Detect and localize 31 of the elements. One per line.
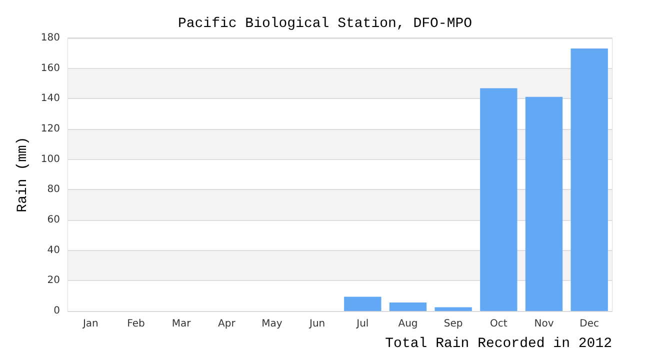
y-tick-label: 100 <box>40 154 60 165</box>
x-tick-label: Oct <box>490 318 508 330</box>
x-tick-label: Dec <box>580 318 600 330</box>
x-tick-label: Apr <box>218 318 236 330</box>
y-tick-label: 140 <box>40 93 60 104</box>
bar <box>570 48 608 311</box>
bar <box>525 96 563 311</box>
y-tick-label: 40 <box>47 244 60 256</box>
x-tick-label: Mar <box>172 318 192 330</box>
y-tick-label: 160 <box>40 62 60 74</box>
bar <box>480 88 518 311</box>
x-tick-label: Sep <box>444 318 463 330</box>
y-tick-label: 80 <box>47 184 60 196</box>
x-tick-label: Feb <box>127 318 145 330</box>
y-tick-label: 180 <box>40 32 60 44</box>
chart-title: Pacific Biological Station, DFO-MPO <box>178 16 472 32</box>
x-axis-title: Total Rain Recorded in 2012 <box>385 336 612 352</box>
bar <box>389 302 427 311</box>
x-tick-label: Nov <box>534 318 554 330</box>
x-tick-label: Jan <box>82 318 98 330</box>
bar <box>344 296 382 311</box>
x-tick-label: Aug <box>398 318 418 330</box>
bar <box>434 307 472 311</box>
y-axis-title: Rain (mm) <box>15 136 31 212</box>
x-tick-label: Jun <box>308 318 326 330</box>
y-tick-label: 0 <box>54 306 60 316</box>
x-tick-label: Jul <box>356 318 369 330</box>
y-tick-label: 60 <box>47 214 60 226</box>
y-tick-label: 20 <box>47 275 60 286</box>
x-tick-label: May <box>262 318 282 330</box>
y-tick-label: 120 <box>40 124 60 134</box>
